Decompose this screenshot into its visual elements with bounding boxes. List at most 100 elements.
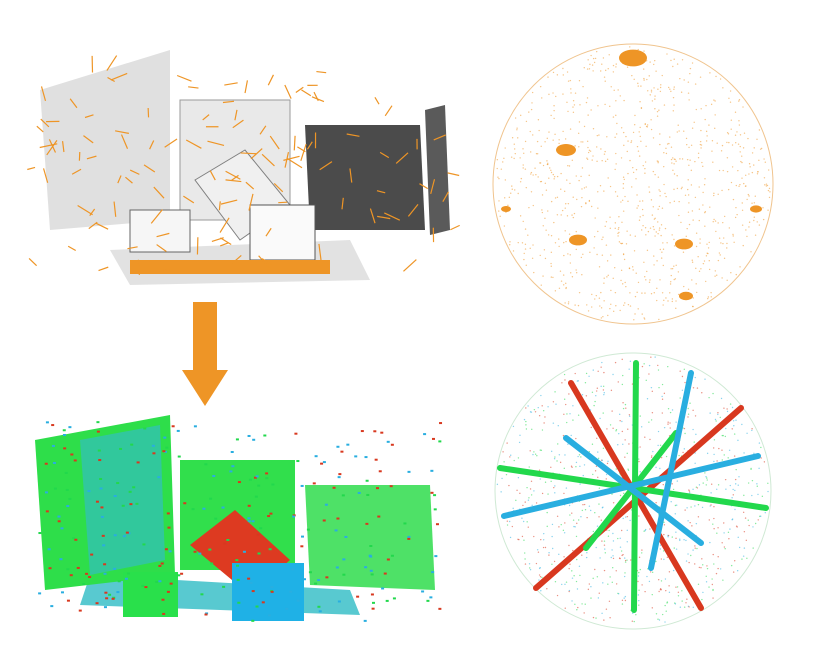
sphere-point [655,70,657,72]
sphere-point [677,591,680,593]
sphere-point [673,188,675,191]
sphere-point [618,432,620,435]
segment-point [99,487,103,490]
sphere-point [564,302,566,304]
sphere-point [615,152,617,155]
sphere-point [737,169,739,172]
sphere-point [614,136,616,139]
normal-arrow [244,80,249,94]
sphere-point [688,146,690,149]
sphere-point [525,424,527,426]
segment-point [60,527,64,530]
sphere-point [524,168,527,170]
sphere-point [716,460,718,462]
sphere-point [601,63,603,65]
sphere-point [617,537,619,540]
floor-normals [130,260,330,274]
segment-point [167,526,171,529]
sphere-point [628,267,631,270]
sphere-point [569,514,571,516]
segment-point [377,515,381,518]
segment-point [180,572,184,575]
segment-point [126,572,130,575]
sphere-point [614,191,617,193]
sphere-point [615,114,617,117]
sphere-point [556,515,559,518]
sphere-point [744,517,747,519]
sphere-point [565,240,567,243]
normal-arrow [61,141,65,153]
sphere-point [566,215,569,217]
sphere-point [612,557,615,560]
sphere-point [669,136,671,138]
sphere-point [557,443,559,445]
sphere-point [585,186,587,188]
sphere-point [727,531,730,534]
segment-point [247,577,251,580]
sphere-point [715,572,718,575]
sphere-point [676,63,679,65]
sphere-point [626,66,629,68]
normal-arrow [319,161,333,171]
sphere-point [739,183,741,186]
sphere-point [552,401,555,403]
sphere-point [601,238,603,241]
sphere-point [565,203,567,205]
sphere-point [642,164,644,167]
segment-point [255,475,259,478]
sphere-point [751,202,753,204]
sphere-point [675,421,677,423]
normal-arrow [341,197,344,210]
sphere-point [538,567,541,570]
sphere-point [543,532,545,535]
sphere-point [553,105,555,107]
sphere-point [563,467,566,470]
sphere-point [721,542,723,544]
sphere-point [577,304,580,307]
sphere-point [685,560,688,562]
sphere-point [529,569,532,571]
sphere-point [646,126,649,128]
sphere-point [550,169,552,171]
sphere-point [560,214,562,216]
sphere-point [511,137,514,139]
segment-point [128,490,132,493]
sphere-point [639,216,641,218]
sphere-point [607,314,609,317]
sphere-point [555,95,557,98]
sphere-point [617,235,619,237]
sphere-point [665,455,668,458]
sphere-point [663,299,665,302]
segment-point [430,469,434,472]
sphere-point [638,155,641,157]
segment-point [113,494,117,497]
sphere-point [685,235,687,238]
sphere-point [713,460,715,463]
segment-point [259,527,263,530]
normal-sphere-orange [486,34,786,334]
sphere-point [590,597,592,599]
sphere-point [569,413,571,415]
sphere-point [586,97,589,99]
sphere-point [709,505,711,507]
sphere-point [546,163,549,166]
sphere-point [684,194,687,196]
sphere-point [593,247,595,249]
sphere-point [633,250,636,252]
sphere-point [661,292,664,294]
sphere-point [692,549,694,551]
sphere-point [576,522,578,525]
sphere-point [663,533,665,536]
sphere-point [563,190,566,193]
sphere-point [637,308,639,310]
sphere-point [544,257,547,260]
sphere-point [674,513,676,515]
sphere-point [718,169,721,172]
segment-point [103,572,107,575]
sphere-point [498,210,500,212]
segment-point [111,597,115,600]
normal-arrow [231,254,242,264]
sphere-point [673,200,676,203]
normal-arrow [225,179,242,183]
sphere-point [634,313,636,315]
